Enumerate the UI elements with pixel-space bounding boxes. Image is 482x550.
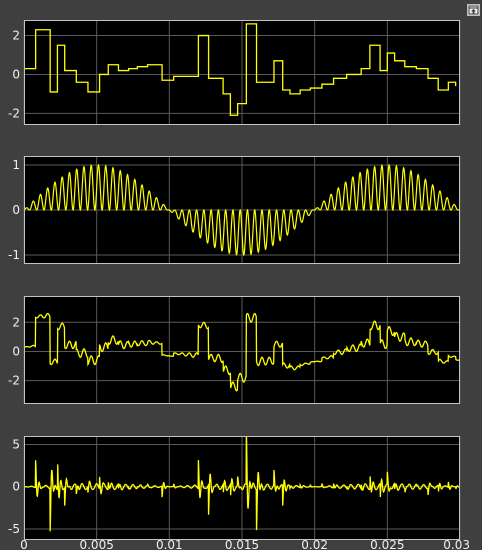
y-tick-label: 1	[12, 158, 20, 172]
x-tick-label: 0.02	[301, 538, 328, 550]
signal-line	[24, 436, 460, 532]
x-tick-label: 0.03	[443, 538, 470, 550]
signal-line	[24, 163, 460, 257]
y-tick-label: 5	[12, 437, 20, 451]
y-tick-label: 2	[12, 29, 20, 43]
y-tick-label: -1	[8, 248, 20, 262]
plot-frame	[24, 296, 460, 404]
signal-line	[24, 312, 460, 392]
plot-frame	[24, 20, 460, 125]
x-tick-label: 0.025	[370, 538, 404, 550]
undock-arrow-icon	[468, 5, 479, 15]
y-tick-label: 0	[12, 344, 20, 358]
y-tick-label: 0	[12, 203, 20, 217]
scope-panel-3: -2 0 2	[8, 296, 461, 404]
scope-panel-1: -2 0 2	[8, 20, 461, 125]
y-tick-label: 0	[12, 67, 20, 81]
y-tick-label: -2	[8, 374, 20, 388]
y-tick-label: -5	[8, 522, 20, 536]
x-tick-label: 0.015	[225, 538, 259, 550]
scope-panel-2: -1 0 1	[8, 156, 461, 264]
plot-frame	[24, 156, 460, 264]
undock-button[interactable]	[467, 4, 480, 16]
y-tick-label: 2	[12, 315, 20, 329]
y-tick-label: -2	[8, 106, 20, 120]
x-tick-label: 0.01	[156, 538, 183, 550]
plot-frame	[24, 436, 460, 540]
y-tick-label: 0	[12, 480, 20, 494]
signal-line	[24, 23, 457, 116]
x-tick-label: 0	[20, 538, 28, 550]
scope-panel-4: -5 0 5	[8, 436, 461, 540]
x-tick-label: 0.005	[79, 538, 113, 550]
